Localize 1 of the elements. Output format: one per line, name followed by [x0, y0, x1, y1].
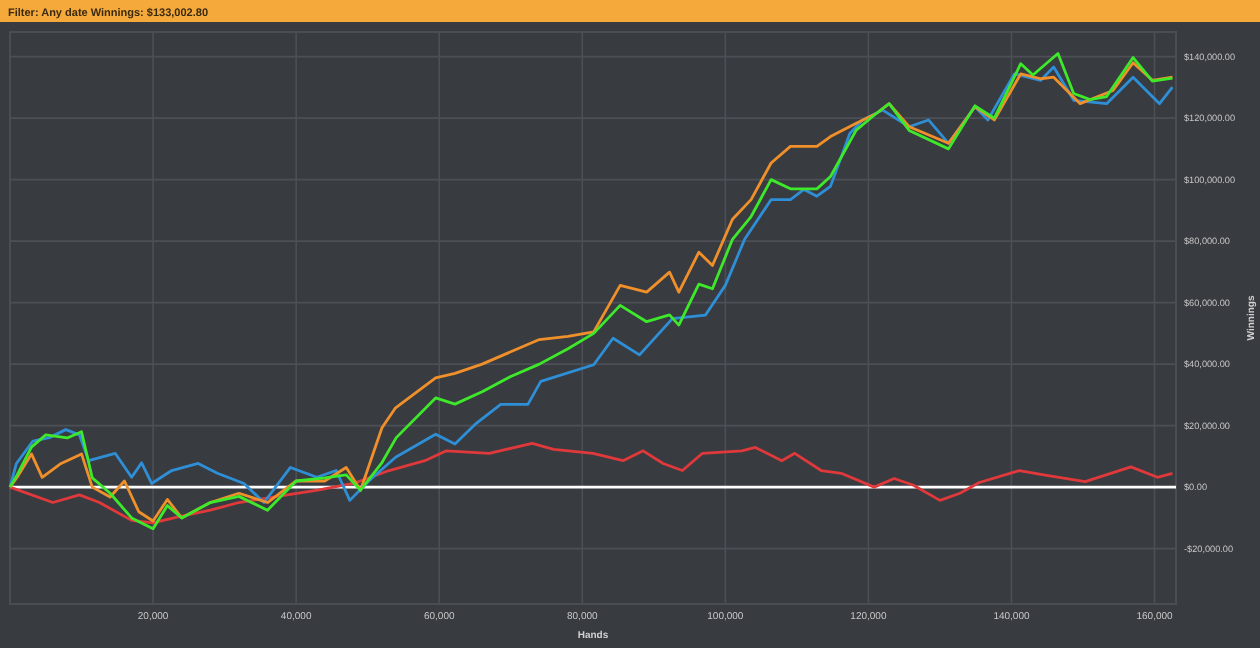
- line-series: [8, 442, 1174, 525]
